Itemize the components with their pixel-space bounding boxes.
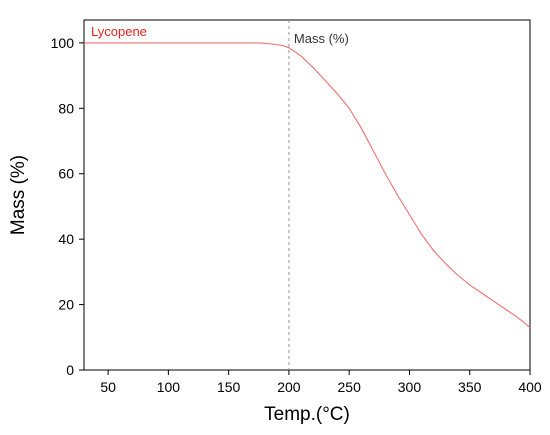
legend-entry-lycopene: Lycopene <box>91 24 147 39</box>
x-tick-label-100: 100 <box>157 379 181 395</box>
y-tick-label-80: 80 <box>58 100 74 116</box>
x-tick-label-250: 250 <box>338 379 362 395</box>
y-tick-label-60: 60 <box>58 166 74 182</box>
y-tick-labels: 0 20 40 60 80 100 <box>51 35 75 378</box>
y-axis-label: Mass (%) <box>8 155 29 235</box>
x-tick-label-150: 150 <box>217 379 241 395</box>
y-tick-label-100: 100 <box>51 35 75 51</box>
axis-ticks <box>79 42 531 375</box>
plot-frame <box>83 19 531 371</box>
y-tick-label-0: 0 <box>66 362 74 378</box>
y-tick-label-20: 20 <box>58 297 74 313</box>
x-axis-label: Temp.(°C) <box>264 404 350 425</box>
x-tick-label-50: 50 <box>100 379 116 395</box>
x-tick-label-300: 300 <box>398 379 422 395</box>
vertical-marker-label: Mass (%) <box>294 31 349 46</box>
y-tick-label-40: 40 <box>58 231 74 247</box>
x-tick-label-400: 400 <box>518 379 542 395</box>
series-line-lycopene <box>84 42 531 328</box>
series-group <box>84 42 531 328</box>
x-tick-labels: 50 100 150 200 250 300 350 400 <box>100 379 542 395</box>
x-tick-label-350: 350 <box>458 379 482 395</box>
x-tick-label-200: 200 <box>277 379 301 395</box>
